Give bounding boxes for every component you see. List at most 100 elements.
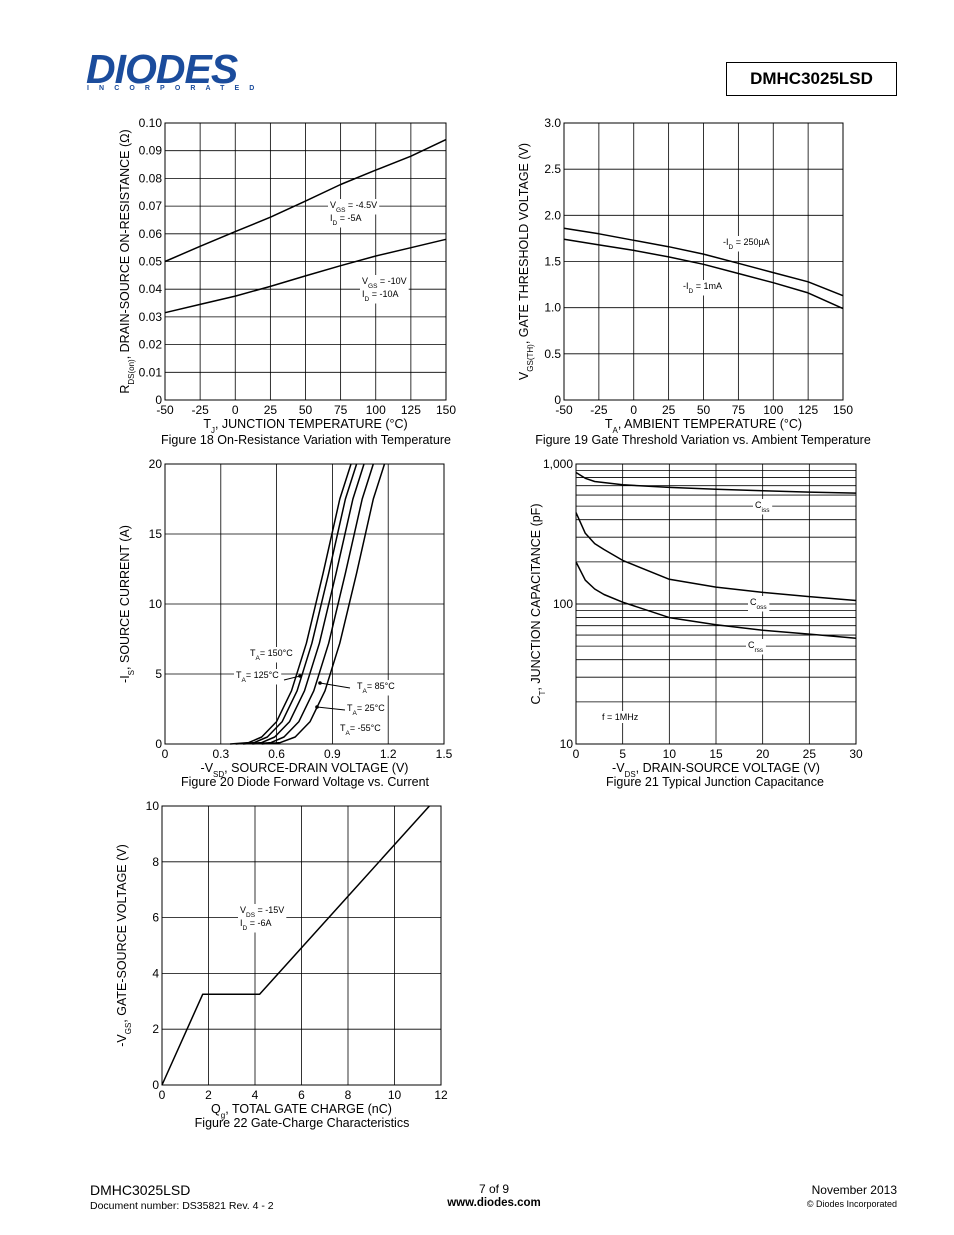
annotation-fig20-a5-line1: TA= -55°C [340,723,381,737]
y-tick-label: 0 [554,393,561,407]
y-tick-label: 0.04 [139,282,163,296]
annotation-fig22-a1-sym: V [240,905,246,915]
y-tick-label: 3.0 [544,116,561,130]
footer-url[interactable]: www.diodes.com [447,1197,541,1209]
x-tick-label: 15 [709,747,723,761]
x-tick-label: 0 [159,1088,166,1102]
annotation-fig21-a1-bg [753,499,773,515]
part-number-box: DMHC3025LSD [726,62,897,96]
y-axis-label-sub: DS(on) [127,359,136,385]
annotation-fig20-a4-rest: = 25°C [357,703,385,713]
x-tick-label: 10 [388,1088,402,1102]
annotation-fig20-a5-bg [338,722,384,738]
x-tick-label: 1.5 [436,747,453,761]
annotation-fig20-a1-bg [248,647,296,663]
y-tick-label: 10 [146,799,160,813]
y-tick-label: 10 [149,597,163,611]
y-tick-label: 8 [152,855,159,869]
annotation-fig20-a4-sym: T [347,703,353,713]
annotation-fig18-a2-rest: = -10V [377,276,406,286]
annotation-fig18-a2-bg [360,275,409,291]
x-tick-label: 150 [833,403,853,417]
x-tick-label: 0 [162,747,169,761]
annotation-fig21-a2-sym: C [750,597,757,607]
y-axis-label: CT, JUNCTION CAPACITANCE (pF) [529,504,547,705]
annotation-fig18-a1-rest: = -4.5V [345,200,377,210]
annotation-fig19-a2-bg [681,280,724,296]
plot-frame [164,463,445,745]
y-axis-label-sub: S [127,670,136,675]
annotation-fig18-a2-bg [360,288,401,304]
x-tick-label: 125 [401,403,421,417]
y-tick-label: 0.07 [139,199,163,213]
x-tick-label: -25 [590,403,608,417]
annotation-fig20-a5-rest: = -55°C [350,723,381,733]
annotation-fig18-a1-sub: GS [336,207,346,214]
annotation-fig20-a1-line1: TA= 150°C [250,648,293,662]
y-axis-label: -IS, SOURCE CURRENT (A) [118,525,136,683]
annotation-fig21-a4-line1: f = 1MHz [602,712,639,722]
y-axis-label-main: -V [115,1034,129,1047]
x-tick-label: 4 [252,1088,259,1102]
series-line-1 [230,463,352,745]
annotation-fig22-a1-line2: ID = -6A [240,918,271,932]
x-tick-label: 75 [732,403,746,417]
footer-date: November 2013 [811,1183,897,1197]
annotation-arrowhead [318,681,322,685]
x-tick-label: 2 [205,1088,212,1102]
annotation-fig21-a2-bg [748,596,770,612]
y-tick-label: 0.10 [139,116,163,130]
x-tick-label: 25 [662,403,676,417]
y-tick-label: 0 [152,1078,159,1092]
annotation-fig19-a1-sym: -I [723,237,729,247]
series-line-1 [575,471,857,494]
y-tick-label: 0.09 [139,144,163,158]
y-axis-label-rest: , JUNCTION CAPACITANCE (pF) [529,504,543,691]
annotation-fig20-a2-sym: T [236,670,242,680]
x-tick-label: 12 [434,1088,448,1102]
annotation-fig19-a1-rest: = 250µA [733,237,769,247]
x-axis-label-main: -V [201,761,214,775]
annotation-fig22-a1-sym: I [240,918,243,928]
footer-doc-number: Document number: DS35821 Rev. 4 - 2 [90,1200,274,1212]
x-tick-label: 25 [264,403,278,417]
x-axis-label-main: T [203,417,211,431]
annotation-fig21-a2-sub: oss [757,604,768,611]
footer-page: 7 of 9 [478,1182,510,1196]
annotation-fig22-a1-bg [238,904,287,920]
y-tick-label: 2 [152,1022,159,1036]
series-line-2 [563,238,844,310]
annotation-fig18-a1-sub: D [333,220,338,227]
x-axis-label-sub: DS [625,770,636,779]
annotation-fig19-a2-sym: -I [683,281,689,291]
y-tick-label: 20 [149,457,163,471]
annotation-fig19-a2-line1: -ID = 1mA [683,281,722,295]
annotation-fig18-a2-sub: GS [368,283,378,290]
x-axis-label-rest: , AMBIENT TEMPERATURE (°C) [618,417,802,431]
y-tick-label: 0 [155,737,162,751]
annotation-fig22-a1-line1: VDS = -15V [240,905,284,919]
x-tick-label: -50 [156,403,174,417]
y-axis-label-sub: GS [124,1023,133,1035]
x-tick-label: 1.2 [380,747,397,761]
annotation-fig18-a1-line2: ID = -5A [330,213,361,227]
annotation-fig21-a4-bg [600,711,641,723]
y-tick-label: 6 [152,911,159,925]
y-axis-label-rest: , DRAIN-SOURCE ON-RESISTANCE (Ω) [118,129,132,359]
annotation-fig20-a5-sub: A [346,730,351,737]
footer-part: DMHC3025LSD [90,1182,191,1198]
annotation-fig21-a1-line1: Ciss [755,500,770,514]
series-line-5 [261,463,386,745]
y-axis-label: VGS(TH), GATE THRESHOLD VOLTAGE (V) [517,143,535,380]
annotation-fig18-a1-rest: = -5A [337,213,361,223]
plot-fig19: -50 -25 0 25 50 75 100 125 150 0 0.5 1.0 1.5 2.0 2.5 3.… [517,116,853,435]
x-axis-label-sub: SD [213,770,224,779]
annotation-fig22-a1-rest: = -6A [247,918,271,928]
annotation-fig21-a3-sym: C [748,640,755,650]
annotation-fig18-a2-line1: VGS = -10V [362,276,407,290]
diodes-logo: DIODES [86,46,238,92]
x-tick-label: 25 [803,747,817,761]
annotation-fig20-a4-line1: TA= 25°C [347,703,385,717]
annotation-fig19-a1-sub: D [729,244,734,251]
x-tick-label: 0 [573,747,580,761]
